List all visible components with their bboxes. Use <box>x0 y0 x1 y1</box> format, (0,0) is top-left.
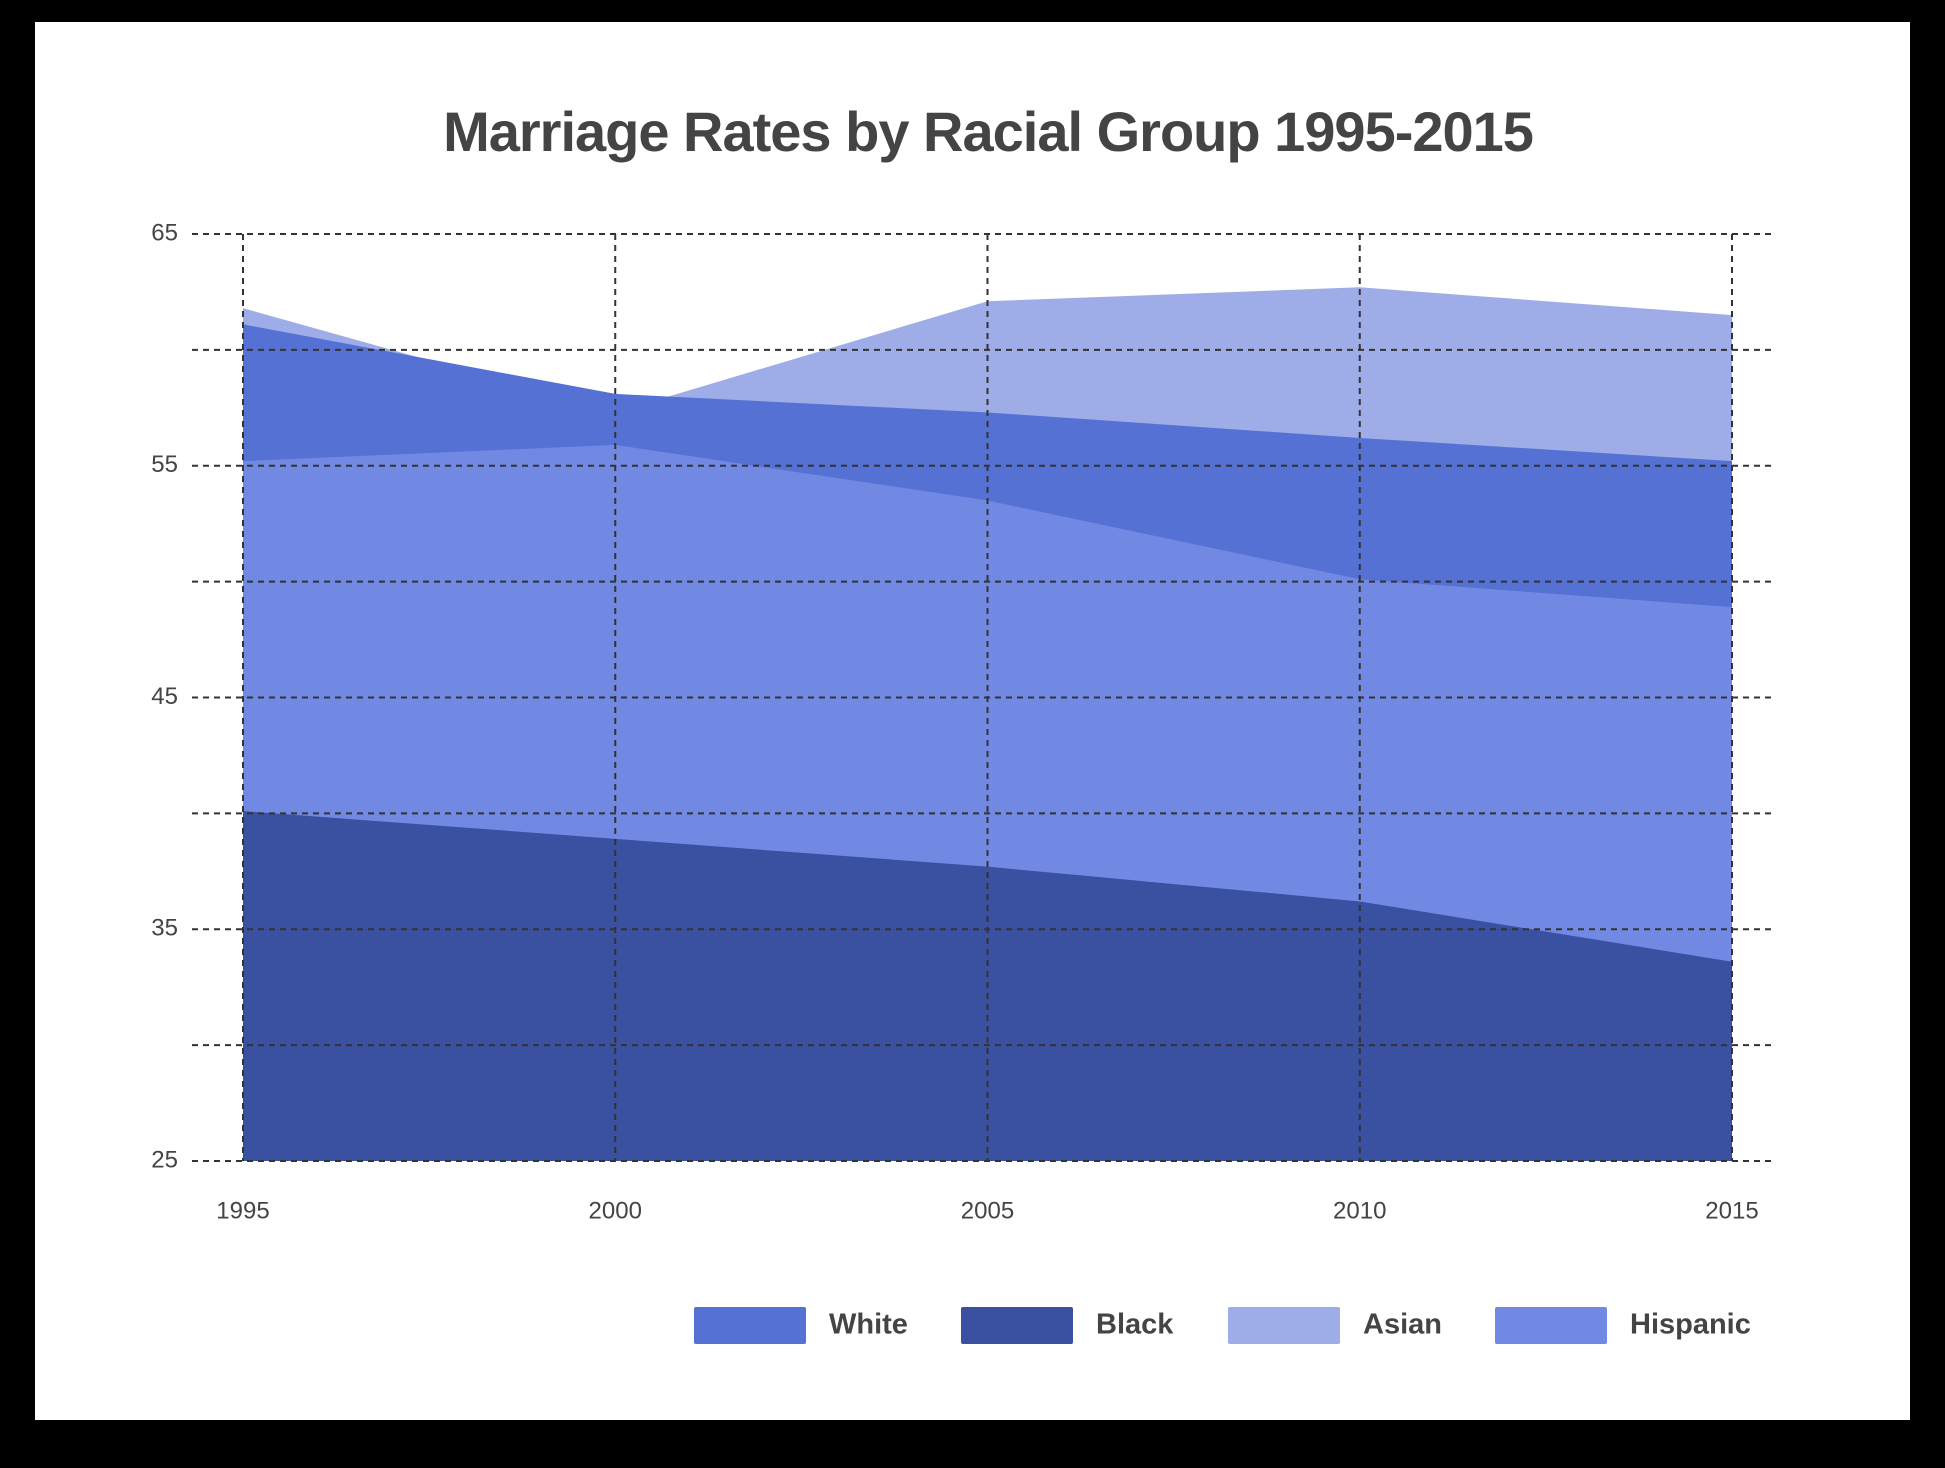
x-tick-label: 2010 <box>1333 1197 1386 1224</box>
y-tick-label: 65 <box>151 219 178 246</box>
x-tick-label: 1995 <box>216 1197 269 1224</box>
y-tick-label: 55 <box>151 451 178 478</box>
legend-label: Hispanic <box>1630 1309 1751 1341</box>
chart-title: Marriage Rates by Racial Group 1995-2015 <box>443 100 1533 163</box>
legend-swatch <box>961 1307 1073 1344</box>
grid <box>192 233 1776 1162</box>
x-tick-label: 2005 <box>961 1197 1014 1224</box>
legend-label: Asian <box>1363 1309 1442 1341</box>
legend-swatch <box>1495 1307 1607 1344</box>
legend-label: Black <box>1096 1309 1174 1341</box>
legend-label: White <box>829 1309 908 1341</box>
y-tick-label: 25 <box>151 1146 178 1173</box>
labels: 25 35 45 55 65 1995 2000 2005 2010 2015 White Black… <box>151 219 1759 1344</box>
legend-swatch <box>1228 1307 1340 1344</box>
y-tick-label: 45 <box>151 683 178 710</box>
x-tick-label: 2000 <box>589 1197 642 1224</box>
legend-swatch <box>694 1307 806 1344</box>
x-tick-label: 2015 <box>1705 1197 1758 1224</box>
y-tick-label: 35 <box>151 915 178 942</box>
